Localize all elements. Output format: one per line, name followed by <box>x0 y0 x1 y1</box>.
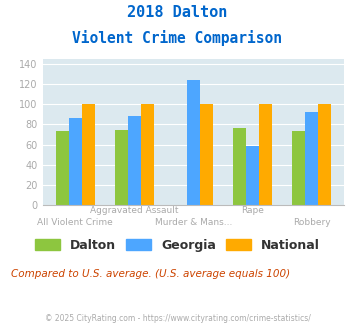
Text: © 2025 CityRating.com - https://www.cityrating.com/crime-statistics/: © 2025 CityRating.com - https://www.city… <box>45 314 310 323</box>
Text: Rape: Rape <box>241 206 264 215</box>
Bar <box>233 128 246 205</box>
Bar <box>200 105 213 205</box>
Text: Aggravated Assault: Aggravated Assault <box>90 206 179 215</box>
Bar <box>128 116 141 205</box>
Bar <box>292 131 305 205</box>
Legend: Dalton, Georgia, National: Dalton, Georgia, National <box>35 239 320 252</box>
Bar <box>246 146 259 205</box>
Bar <box>82 105 95 205</box>
Bar <box>318 105 331 205</box>
Text: Violent Crime Comparison: Violent Crime Comparison <box>72 30 283 46</box>
Bar <box>69 118 82 205</box>
Text: All Violent Crime: All Violent Crime <box>37 218 113 227</box>
Bar <box>141 105 154 205</box>
Bar <box>259 105 272 205</box>
Bar <box>115 130 128 205</box>
Bar <box>187 81 200 205</box>
Bar <box>305 113 318 205</box>
Text: Compared to U.S. average. (U.S. average equals 100): Compared to U.S. average. (U.S. average … <box>11 269 290 279</box>
Text: 2018 Dalton: 2018 Dalton <box>127 5 228 20</box>
Bar <box>56 131 69 205</box>
Text: Murder & Mans...: Murder & Mans... <box>155 218 232 227</box>
Text: Robbery: Robbery <box>293 218 331 227</box>
